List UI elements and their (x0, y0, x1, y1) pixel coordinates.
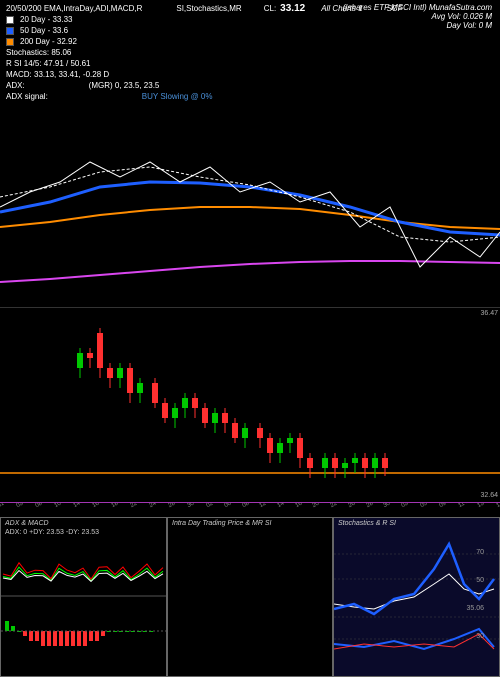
cl-value: 33.12 (280, 3, 305, 14)
rsi-text: R SI 14/5: 47.91 / 50.61 (6, 58, 494, 69)
si-stoch: SI,Stochastics,MR (176, 3, 241, 14)
stochastics-text: Stochastics: 85.06 (6, 47, 494, 58)
svg-text:50: 50 (476, 577, 484, 584)
adx-signal-value: BUY Slowing @ 0% (142, 91, 213, 102)
adx-label: ADX: (6, 80, 25, 91)
adx-subtitle: ADX: 0 +DY: 23.53 -DY: 23.53 (1, 529, 166, 536)
cl-label: CL: (264, 3, 276, 14)
adx-val: (MGR) 0, 23.5, 23.5 (89, 80, 160, 91)
moving-average-chart (0, 107, 500, 307)
date-axis: 01 Sep03 Sep08 Sep10 Sep14 Sep16 Sep18 S… (0, 503, 500, 517)
indicator-panels: ADX & MACD ADX: 0 +DY: 23.53 -DY: 23.53 … (0, 517, 500, 677)
svg-text:70: 70 (476, 549, 484, 556)
stochastics-panel: Stochastics & R SI 705035.0630 (333, 517, 500, 677)
candlestick-chart: 36.47 32.64 01 Sep03 Sep08 Sep10 Sep14 S… (0, 307, 500, 517)
adx-signal-label: ADX signal: (6, 91, 48, 102)
svg-text:35.06: 35.06 (466, 605, 484, 612)
right-info: (Ishares ETF MSCI Intl) MunafaSutra.com … (343, 3, 492, 30)
intraday-panel: Intra Day Trading Price & MR SI (167, 517, 333, 677)
macd-text: MACD: 33.13, 33.41, -0.28 D (6, 69, 494, 80)
svg-text:30: 30 (476, 633, 484, 640)
price-high-label: 36.47 (480, 310, 498, 317)
ma-legend-item: 200 Day - 32.92 (6, 36, 494, 47)
price-low-label: 32.64 (480, 492, 498, 499)
ticker-desc: (Ishares ETF MSCI Intl) MunafaSutra.com (343, 3, 492, 12)
title-prefix: 20/50/200 EMA,IntraDay,ADI,MACD,R (6, 3, 142, 14)
adx-macd-panel: ADX & MACD ADX: 0 +DY: 23.53 -DY: 23.53 (0, 517, 167, 677)
